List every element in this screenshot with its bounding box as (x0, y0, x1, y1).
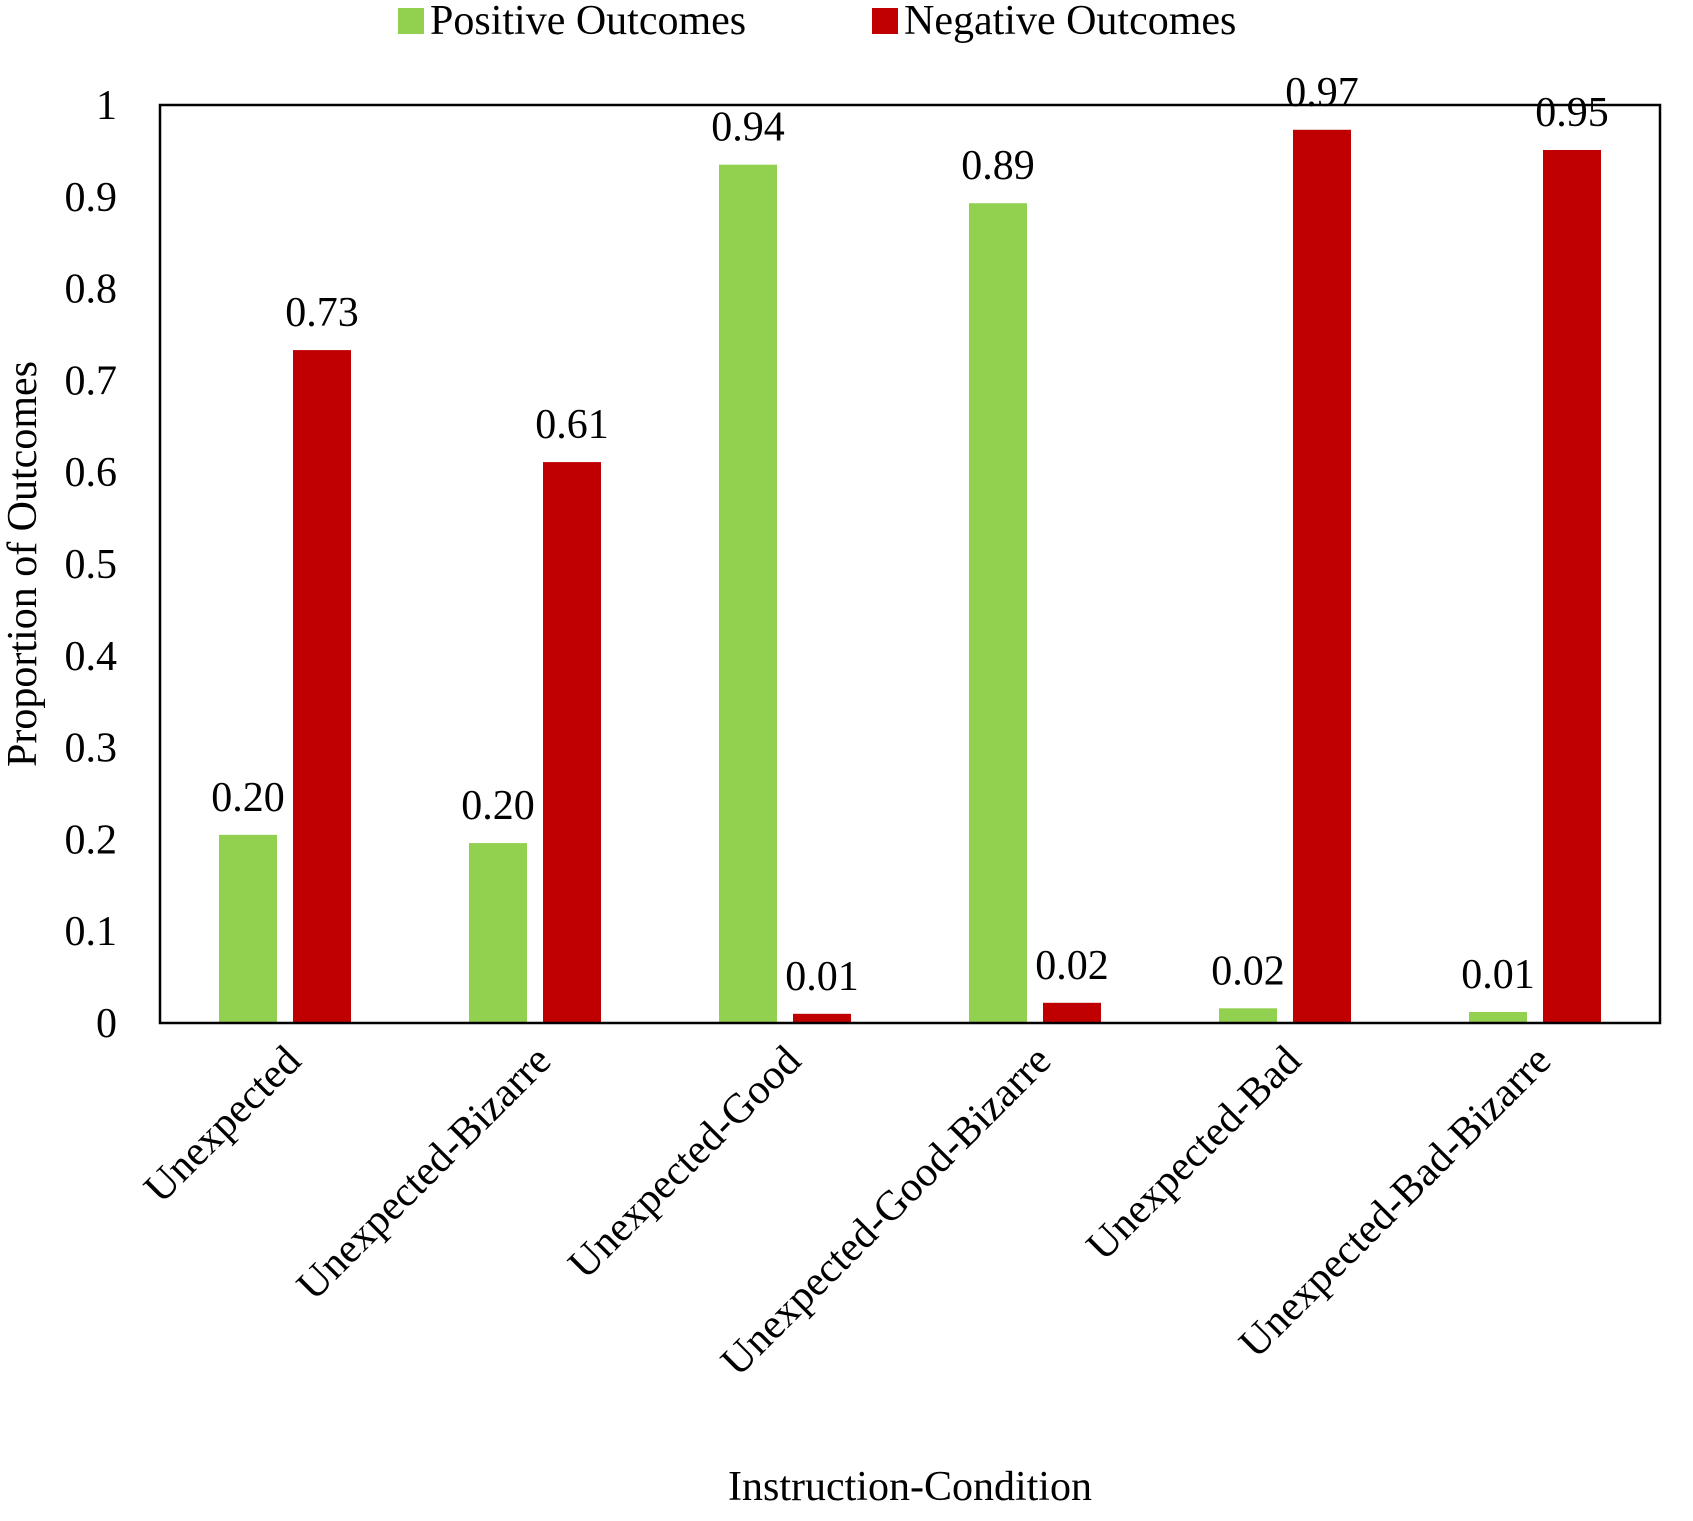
data-label: 0.73 (285, 290, 359, 336)
data-label: 0.20 (461, 783, 535, 829)
data-labels: 0.20 0.20 0.94 0.89 0.02 0.01 0.73 0.61 0.01 0.02… (211, 70, 1609, 1000)
data-label: 0.94 (711, 105, 785, 151)
data-label: 0.01 (785, 954, 859, 1000)
bar-negative (793, 1013, 851, 1023)
y-tick-label: 0 (96, 1001, 117, 1047)
data-label: 0.89 (961, 143, 1035, 189)
data-label: 0.01 (1461, 952, 1535, 998)
y-tick-label: 0.7 (65, 358, 118, 404)
y-tick-label: 0.3 (65, 726, 118, 772)
bar-negative (293, 350, 351, 1024)
legend-swatch (872, 8, 898, 34)
bar-negative (543, 462, 601, 1023)
bar-positive (1219, 1008, 1277, 1023)
bar-positive (969, 203, 1027, 1023)
x-category-label: Unexpected (136, 1038, 310, 1212)
y-axis-ticks: 0 0.1 0.2 0.3 0.4 0.5 0.6 0.7 0.8 0.9 1 (65, 83, 118, 1047)
y-tick-label: 0.2 (65, 817, 118, 863)
data-label: 0.97 (1285, 70, 1359, 116)
bar-positive (1469, 1011, 1527, 1023)
bar-negative (1043, 1002, 1101, 1023)
bar-negative (1293, 129, 1351, 1023)
plot-area-frame (158, 103, 1662, 1025)
y-tick-label: 0.4 (65, 634, 118, 680)
data-label: 0.02 (1035, 943, 1109, 989)
y-tick-label: 0.6 (65, 450, 118, 496)
data-label: 0.20 (211, 775, 285, 821)
legend-swatch (398, 8, 424, 34)
bar-positive (219, 834, 277, 1023)
bar-positive (719, 164, 777, 1024)
x-category-label: Unexpected-Bad (1078, 1038, 1310, 1270)
bars (219, 129, 1601, 1024)
data-label: 0.61 (535, 402, 609, 448)
legend-label: Positive Outcomes (430, 0, 746, 44)
legend: Positive Outcomes Negative Outcomes (398, 0, 1236, 44)
data-label: 0.02 (1211, 948, 1285, 994)
legend-label: Negative Outcomes (904, 0, 1236, 44)
data-label: 0.95 (1535, 90, 1609, 136)
y-axis-title: Proportion of Outcomes (0, 361, 46, 767)
x-category-label: Unexpected-Bizarre (288, 1038, 560, 1310)
y-tick-label: 1 (96, 83, 117, 129)
bar-positive (469, 843, 527, 1023)
y-tick-label: 0.9 (65, 175, 118, 221)
x-axis-title: Instruction-Condition (728, 1464, 1092, 1510)
bar-negative (1543, 149, 1601, 1023)
y-tick-label: 0.5 (65, 542, 118, 588)
y-tick-label: 0.1 (65, 909, 118, 955)
x-category-label: Unexpected-Good (560, 1038, 810, 1288)
y-tick-label: 0.8 (65, 267, 118, 313)
